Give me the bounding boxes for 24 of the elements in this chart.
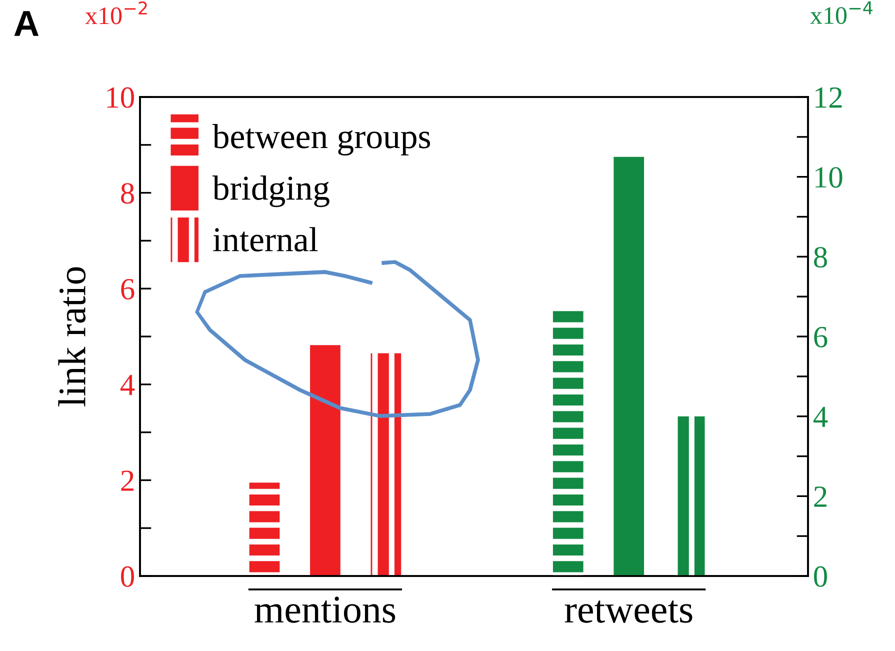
y2-tick-label: 0 bbox=[814, 566, 827, 587]
y2-tick-label: 10 bbox=[816, 167, 842, 188]
legend-label: internal bbox=[213, 227, 318, 252]
x-tick-label: mentions bbox=[254, 596, 396, 623]
y-tick-label: 2 bbox=[121, 470, 134, 491]
y-tick-label: 0 bbox=[121, 566, 134, 587]
text: A bbox=[14, 11, 39, 36]
text: x10$^{−4}$ bbox=[810, 1, 873, 24]
legend-label: between groups bbox=[212, 124, 430, 156]
x-tick-label: retweets bbox=[564, 600, 692, 623]
y-axis-title: link ratio bbox=[58, 267, 86, 406]
y-tick-label: 8 bbox=[121, 183, 134, 204]
bar bbox=[310, 345, 340, 576]
y-tick-label: 10 bbox=[107, 87, 134, 108]
text: x10$^{−2}$ bbox=[85, 1, 147, 24]
y2-tick-label: 12 bbox=[816, 87, 842, 108]
y2-tick-label: 4 bbox=[813, 406, 828, 427]
y-tick-label: 6 bbox=[121, 278, 134, 300]
y2-tick-label: 6 bbox=[814, 326, 828, 348]
y-tick-label: 4 bbox=[120, 374, 135, 395]
y2-tick-label: 8 bbox=[814, 246, 827, 268]
bar bbox=[370, 353, 402, 576]
legend-label: bridging bbox=[212, 176, 330, 208]
y2-tick-label: 2 bbox=[814, 486, 826, 507]
